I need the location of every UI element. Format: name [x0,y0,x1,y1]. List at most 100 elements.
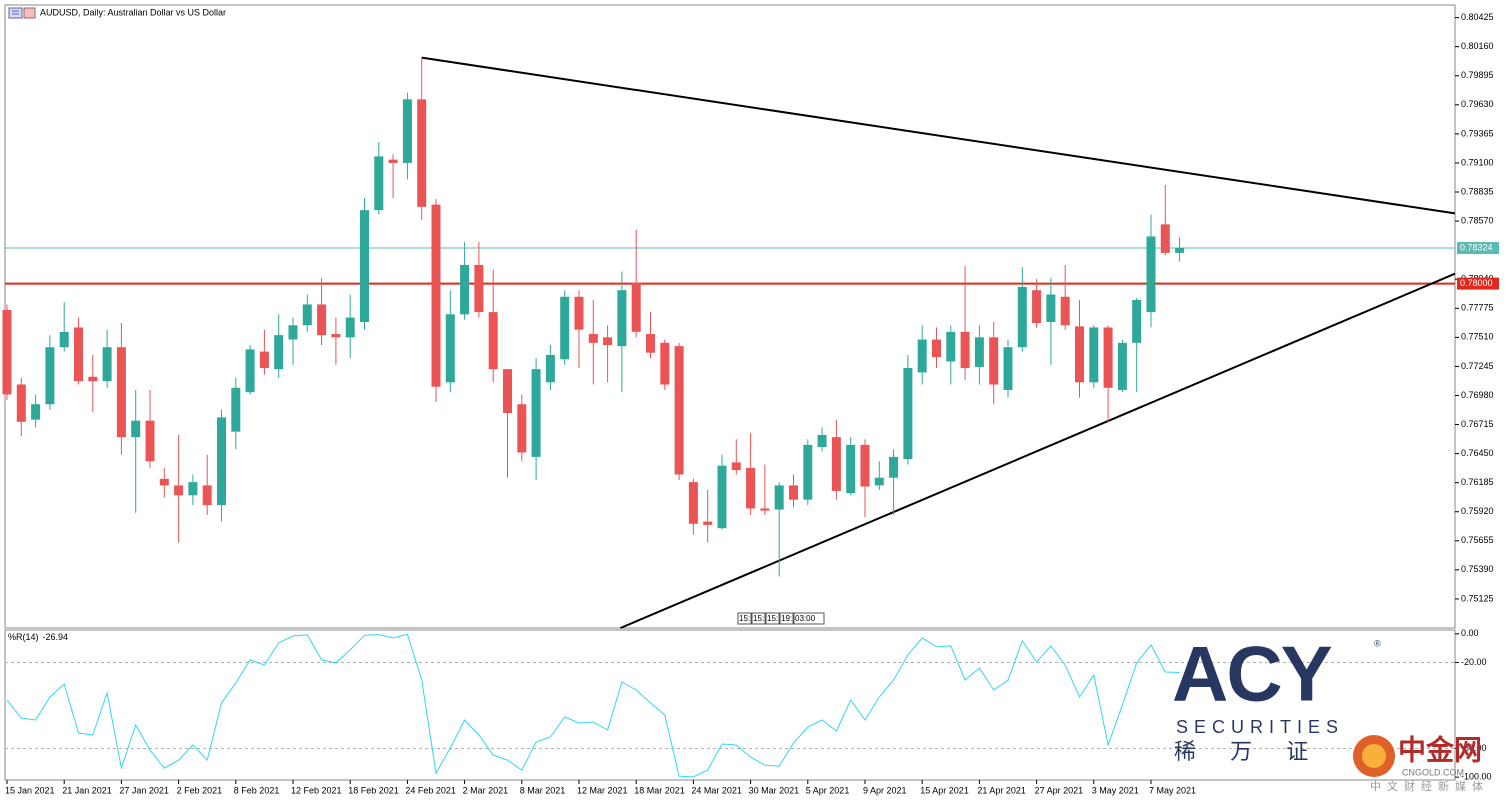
candle-body [860,444,870,487]
x-tick-label: 21 Jan 2021 [62,785,112,795]
x-tick-label: 27 Apr 2021 [1035,785,1084,795]
candle-body [931,339,941,358]
y-tick-label: 0.76185 [1461,477,1494,487]
candle-body [603,337,613,346]
candle-body [774,485,784,510]
candle-body [531,369,541,457]
y-tick-label: 0.79100 [1461,157,1494,167]
candle-body [1175,248,1185,253]
y-tick-label: 0.76715 [1461,419,1494,429]
candle-body [88,376,98,382]
candle-body [345,317,355,338]
time-marker-box [793,612,825,625]
candle-body [445,314,455,383]
x-tick-label: 15 Jan 2021 [5,785,55,795]
x-tick-label: 27 Jan 2021 [119,785,169,795]
y-tick-label: 0.75920 [1461,506,1494,516]
y-tick-label: 0.79630 [1461,99,1494,109]
candle-body [102,347,112,382]
candle-body [631,282,641,332]
y-tick-label: -20.00 [1461,657,1487,667]
cngold-icon-inner [1362,744,1386,768]
candle-body [331,334,341,338]
candle-body [116,347,126,438]
x-tick-label: 18 Feb 2021 [348,785,399,795]
symbol-icon [8,7,36,19]
candle-body [1074,326,1084,383]
candle-body [974,337,984,367]
candle-body [231,387,241,432]
candle-body [889,456,899,478]
candle-body [517,404,527,453]
marks: 0.80425 0.80160 0.79895 0.79630 0.79365 0.791… [2,12,1494,795]
x-tick-label: 3 May 2021 [1092,785,1139,795]
chart-title: AUDUSD, Daily: Australian Dollar vs US D… [40,7,226,17]
price-label: 0.78000 [1460,278,1493,288]
x-tick-label: 5 Apr 2021 [806,785,850,795]
y-tick-label: -100.00 [1461,772,1492,782]
candle-body [1046,294,1056,322]
candle-body [16,384,26,422]
candle-body [1089,327,1099,383]
x-tick-label: 12 Mar 2021 [577,785,628,795]
x-tick-label: 8 Feb 2021 [234,785,280,795]
candle-body [1160,224,1170,253]
indicator-title: %R(14) -26.94 [8,632,68,642]
x-tick-label: 24 Feb 2021 [405,785,456,795]
trendline [620,272,1456,629]
candle-body [45,347,55,405]
candle-body [288,325,298,340]
candle-body [1017,286,1027,348]
y-tick-label: 0.76980 [1461,390,1494,400]
acy-watermark: ACY SECURITIES 稀 万 证 ® [1172,630,1381,764]
candle-body [259,351,269,369]
x-tick-label: 12 Feb 2021 [291,785,342,795]
candle-body [688,482,698,524]
candle-body [1117,342,1127,390]
price-label: 0.78324 [1460,242,1493,252]
candle-body [317,304,327,336]
candle-body [31,404,41,420]
x-tick-label: 7 May 2021 [1149,785,1196,795]
x-tick-label: 8 Mar 2021 [520,785,566,795]
candle-body [2,309,12,395]
candle-body [159,478,169,486]
candle-body [788,485,798,500]
candle-body [1132,300,1142,343]
y-tick-label: 0.75390 [1461,564,1494,574]
candle-body [402,99,412,163]
y-tick-label: 0.76450 [1461,448,1494,458]
candle-body [545,354,555,383]
candle-body [488,312,498,370]
candle-body [831,437,841,491]
candle-body [1146,236,1156,313]
y-tick-label: 0.77510 [1461,332,1494,342]
candle-body [989,337,999,385]
candle-body [717,465,727,529]
candle-body [359,210,369,322]
time-marker: 03:00 [795,614,816,623]
trendline [421,56,1456,215]
indicator-line [6,633,1180,778]
candle-body [74,327,84,382]
candle-body [302,304,312,326]
candle-body [216,417,226,506]
y-tick-label: 0.79365 [1461,128,1494,138]
candle-body [174,485,184,496]
candle-body [202,485,212,506]
candle-body [1032,290,1042,324]
candle-body [703,521,713,525]
y-tick-label: 0.78835 [1461,186,1494,196]
candle-body [502,369,512,414]
candle-body [960,331,970,369]
candle-body [460,264,470,315]
time-marker: 15: [753,614,764,623]
candle-body [874,477,884,486]
candle-body [660,342,670,385]
candle-body [560,296,570,360]
candle-body [731,462,741,471]
time-marker-box [737,612,752,625]
